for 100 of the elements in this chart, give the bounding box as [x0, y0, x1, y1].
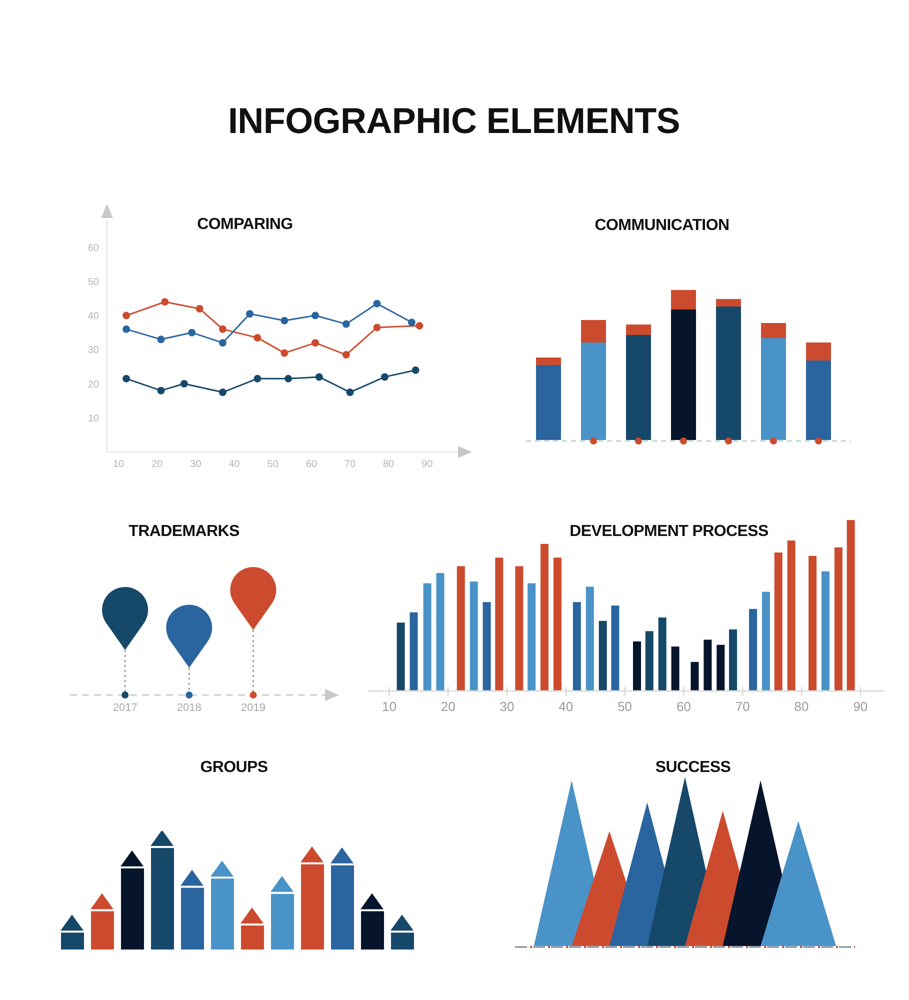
bar [151, 848, 174, 950]
point [122, 312, 130, 320]
bar [645, 631, 654, 691]
bar [626, 335, 650, 440]
x-tick-label: 60 [306, 459, 318, 470]
x-tick-label: 90 [853, 699, 868, 714]
bar [670, 310, 696, 440]
x-tick-label: 80 [383, 459, 395, 470]
bar [806, 342, 830, 360]
point [246, 310, 254, 318]
point [312, 312, 320, 320]
bar [749, 608, 758, 691]
point [218, 388, 226, 396]
bar [572, 602, 581, 691]
x-tick-label: 20 [440, 699, 456, 714]
point [342, 320, 350, 328]
bar [470, 582, 478, 691]
chart-title: GROUPS [199, 759, 269, 777]
point [408, 318, 416, 326]
point [280, 349, 288, 357]
bar [241, 926, 264, 950]
bar [410, 612, 418, 691]
bar [580, 320, 606, 342]
bar [658, 617, 666, 691]
chart-title: COMMUNICATION [594, 217, 730, 235]
x-tick-label: 70 [344, 459, 356, 470]
point [416, 322, 424, 330]
bar [536, 358, 560, 365]
bar [456, 566, 465, 691]
bar [626, 324, 650, 335]
bar [834, 547, 842, 691]
bar [495, 558, 504, 691]
point [180, 380, 188, 388]
text: INFOGRAPHIC ELEMENTS [226, 100, 682, 142]
point [157, 386, 165, 394]
x-tick-label: 80 [794, 699, 809, 714]
y-tick-label: 40 [88, 311, 100, 322]
point [196, 304, 204, 312]
bar [670, 290, 696, 310]
bar [423, 583, 432, 691]
point [218, 339, 226, 347]
bar [716, 306, 740, 440]
point [373, 300, 381, 308]
x-tick-label: 70 [735, 699, 750, 714]
point [412, 366, 420, 374]
point [315, 373, 323, 381]
point [284, 374, 292, 382]
x-tick-label: 2019 [241, 702, 266, 714]
x-tick-label: 40 [228, 459, 240, 470]
bar [762, 592, 770, 691]
point [157, 336, 165, 344]
point [312, 339, 320, 347]
bar [716, 299, 740, 306]
x-tick-label: 60 [676, 699, 691, 714]
bar [482, 602, 491, 691]
bar [822, 571, 830, 691]
y-tick-label: 10 [88, 413, 100, 424]
point [122, 325, 130, 333]
y-tick-label: 20 [88, 379, 100, 390]
bar [774, 552, 782, 691]
bar [536, 365, 560, 440]
bar [671, 646, 680, 691]
bar [611, 606, 620, 691]
y-tick-label: 50 [88, 276, 100, 288]
bar [515, 566, 524, 691]
point [346, 388, 354, 396]
x-tick-label: 10 [113, 459, 125, 470]
y-tick-label: 60 [88, 242, 100, 254]
x-tick-label: 30 [500, 699, 514, 714]
bar [528, 583, 536, 691]
bar [633, 641, 642, 691]
point [161, 298, 169, 306]
chart-title: DEVELOPMENT PROCESS [568, 523, 770, 541]
x-tick-label: 30 [190, 459, 202, 470]
chart-title: SUCCESS [654, 759, 732, 777]
bar [436, 573, 444, 691]
point [254, 334, 262, 342]
bar [580, 342, 606, 440]
bar [704, 640, 712, 691]
bar [553, 558, 562, 691]
chart-title: COMPARING [196, 216, 294, 234]
x-tick-label: 40 [558, 699, 574, 714]
point [254, 374, 262, 382]
y-tick-label: 30 [88, 345, 100, 356]
bar [396, 622, 405, 691]
x-tick-label: 20 [152, 459, 164, 470]
x-tick-label: 90 [422, 459, 434, 470]
bar [760, 338, 786, 440]
point [122, 374, 130, 382]
chart-title: TRADEMARKS [128, 523, 240, 541]
x-tick-label: 10 [382, 699, 396, 714]
point [342, 351, 350, 359]
bar [690, 662, 699, 691]
point [373, 324, 381, 332]
x-tick-label: 50 [267, 459, 279, 470]
point [218, 325, 226, 333]
bar [806, 360, 830, 440]
bar [787, 540, 796, 691]
x-tick-label: 2017 [112, 702, 138, 714]
x-tick-label: 2018 [176, 702, 202, 714]
